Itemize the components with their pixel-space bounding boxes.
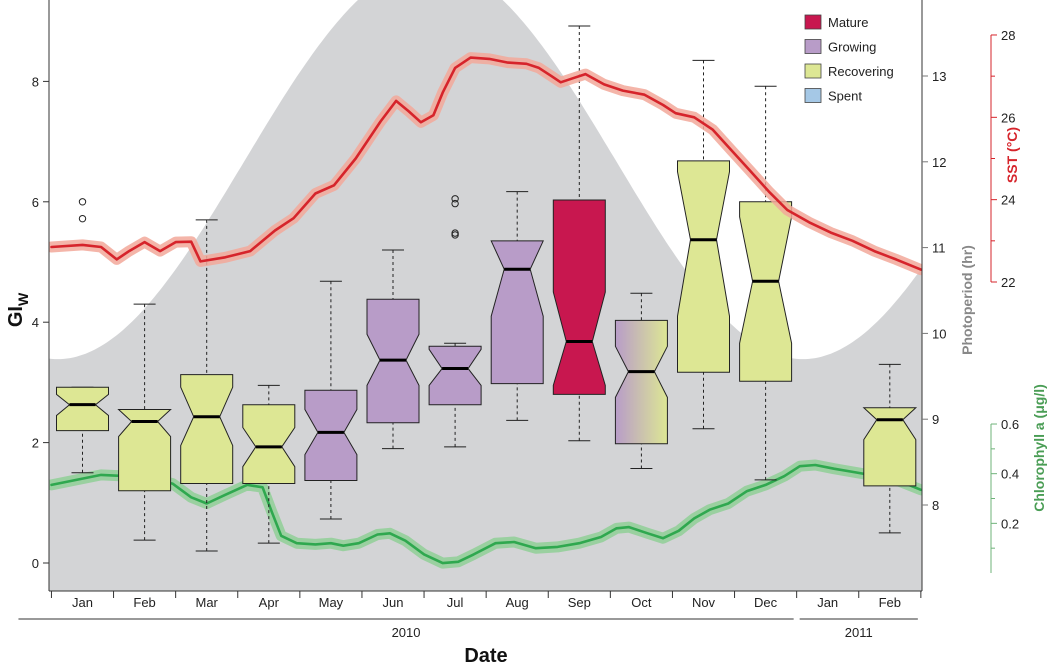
gi-tick-label: 2 [32, 436, 39, 451]
box-body [117, 409, 172, 492]
year-axis: 2010 2011 [18, 618, 918, 640]
gi-box-aug-7 [490, 191, 544, 421]
gi-box-oct-9 [614, 292, 668, 469]
box-body [304, 389, 358, 481]
chlorophyll-axis-title: Chlorophyll a (μg/l) [1031, 384, 1047, 512]
month-label: Jan [817, 595, 838, 610]
month-label: Mar [196, 595, 219, 610]
outlier-point [451, 199, 459, 208]
gi-box-nov-10 [677, 59, 730, 430]
chlorophyll-line [50, 463, 922, 565]
box-body [862, 407, 918, 487]
legend-label-growing: Growing [828, 40, 876, 55]
chlorophyll-tick-label: 0.4 [1001, 467, 1019, 482]
photoperiod-tick-label: 10 [932, 326, 946, 341]
outlier-point [451, 195, 459, 203]
month-label: Aug [506, 595, 529, 610]
month-label: Feb [879, 595, 901, 610]
month-label: Apr [259, 595, 280, 610]
y-axis-title-main: GI [5, 306, 27, 327]
sst-tick-label: 26 [1001, 110, 1015, 125]
photoperiod-tick-label: 8 [932, 498, 939, 513]
sst-axis-title: SST (°C) [1004, 127, 1020, 183]
gi-box-sep-8 [552, 25, 606, 442]
gi-tick-label: 4 [32, 315, 39, 330]
chlorophyll-axis: 0.2 0.4 0.6 [990, 417, 1019, 573]
legend-swatch-recovering [804, 63, 822, 79]
outlier-point [78, 214, 87, 223]
legend-label-mature: Mature [828, 15, 868, 30]
photoperiod-tick-label: 13 [932, 69, 946, 84]
outlier-point [451, 229, 459, 237]
photoperiod-tick-label: 11 [932, 241, 946, 256]
month-label: Feb [133, 595, 155, 610]
svg-text:GIW: GIW [5, 292, 31, 327]
chlorophyll-tick-label: 0.2 [1001, 516, 1019, 531]
month-label: Jul [447, 595, 464, 610]
photoperiod-axis: 891011121314 [922, 69, 946, 513]
legend-swatch-growing [804, 39, 822, 54]
month-label: Oct [631, 595, 652, 610]
photoperiod-area [49, 0, 922, 591]
box-body [614, 319, 668, 445]
box-body [428, 345, 482, 406]
photoperiod-axis-title: Photoperiod (hr) [959, 245, 975, 355]
sst-tick-label: 28 [1001, 28, 1015, 43]
legend-swatch-spent [804, 88, 822, 103]
sst-axis: 22 24 26 28 [990, 28, 1015, 290]
x-axis-title: Date [464, 645, 507, 665]
gi-box-feb-12 [862, 363, 918, 534]
month-label: Jun [383, 595, 404, 610]
month-axis: Jan Feb Mar Apr May Jun Jul Aug Sep Oct Nov Dec Jan F… [50, 591, 922, 610]
boxplot-layer [56, 25, 918, 552]
chlorophyll-tick-label: 0.6 [1001, 417, 1019, 432]
gi-tick-label: 8 [32, 74, 39, 89]
photoperiod-tick-label: 12 [932, 155, 946, 170]
month-label: Sep [568, 595, 591, 610]
gi-axis: 0 2 4 6 8 [32, 74, 49, 571]
month-label: Dec [754, 595, 778, 610]
box-body [739, 201, 793, 382]
chlorophyll-series [49, 459, 922, 569]
month-label: May [319, 595, 344, 610]
gi-box-feb-1 [117, 303, 172, 541]
gi-tick-label: 0 [32, 556, 39, 571]
box-body [490, 240, 544, 385]
sst-line [50, 56, 922, 271]
legend-label-spent: Spent [828, 89, 862, 104]
year-label: 2010 [392, 625, 421, 640]
gi-box-apr-3 [242, 384, 296, 544]
legend-swatch-mature [804, 14, 822, 30]
outlier-point [78, 198, 87, 206]
gi-box-jan-0 [56, 198, 109, 474]
gi-box-jun-5 [366, 249, 420, 450]
sst-series [49, 52, 922, 276]
gi-box-may-4 [304, 280, 358, 520]
box-body [677, 160, 730, 373]
box-body [552, 199, 606, 395]
y-axis-title-sub: W [15, 292, 31, 306]
sst-tick-label: 22 [1001, 275, 1015, 290]
gi-tick-label: 6 [32, 195, 39, 210]
gi-box-mar-2 [180, 219, 234, 552]
photoperiod-tick-label: 9 [932, 412, 939, 427]
box-body [56, 386, 109, 432]
gi-box-jul-6 [428, 195, 482, 448]
box-body [242, 404, 296, 484]
box-body [180, 374, 234, 484]
year-label: 2011 [845, 625, 873, 640]
photoperiod-fill [49, 0, 922, 591]
y-axis-title: GIW [5, 292, 31, 327]
legend: Mature Growing Recovering Spent [804, 14, 894, 104]
legend-label-recovering: Recovering [828, 64, 894, 79]
plot-frame [48, 0, 923, 592]
month-label: Nov [692, 595, 716, 610]
month-label: Jan [72, 595, 93, 610]
sst-tick-label: 24 [1001, 193, 1015, 208]
